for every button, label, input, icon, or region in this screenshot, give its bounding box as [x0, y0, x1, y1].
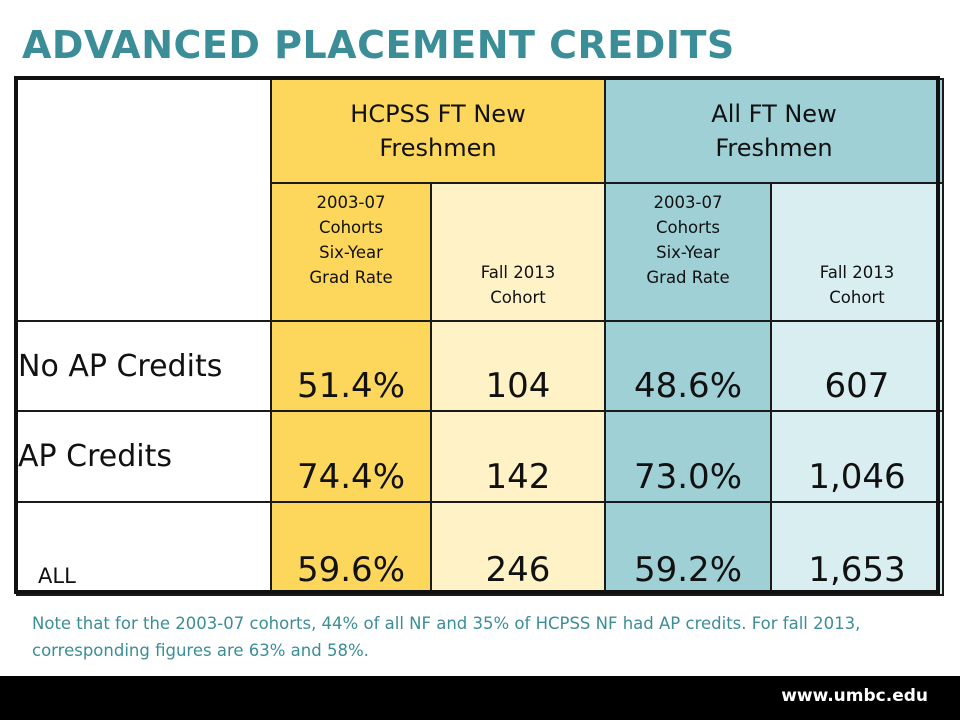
ap-credits-table: HCPSS FT New Freshmen All FT New Freshme… [16, 78, 944, 596]
cell-all-cohort: 607 [770, 320, 944, 412]
sub-header-row: 2003-07 Cohorts Six-Year Grad Rate Fall … [17, 182, 944, 322]
group-header-hcpss: HCPSS FT New Freshmen [270, 78, 606, 184]
corner-cell [16, 78, 272, 322]
sub-header-all-grad-rate: 2003-07 Cohorts Six-Year Grad Rate [604, 182, 772, 322]
cell-hcpss-grad-rate: 59.6% [270, 501, 432, 596]
sub-header-all-cohort: Fall 2013 Cohort [770, 182, 944, 322]
sub-header-hcpss-grad-rate: 2003-07 Cohorts Six-Year Grad Rate [270, 182, 432, 322]
sub-header-label: 2003-07 Cohorts Six-Year Grad Rate [646, 193, 730, 287]
group-header-all: All FT New Freshmen [604, 78, 944, 184]
cell-hcpss-grad-rate: 51.4% [270, 320, 432, 412]
cell-all-grad-rate: 48.6% [604, 320, 772, 412]
cell-hcpss-grad-rate: 74.4% [270, 410, 432, 503]
sub-header-label: 2003-07 Cohorts Six-Year Grad Rate [309, 193, 393, 287]
footer-bar: www.umbc.edu [0, 676, 960, 720]
page-title: ADVANCED PLACEMENT CREDITS [22, 23, 735, 67]
row-label-all: ALL [16, 501, 272, 596]
group-header-hcpss-label: HCPSS FT New Freshmen [350, 100, 526, 162]
cell-all-cohort: 1,653 [770, 501, 944, 596]
cell-all-grad-rate: 73.0% [604, 410, 772, 503]
cell-all-grad-rate: 59.2% [604, 501, 772, 596]
footer-url[interactable]: www.umbc.edu [781, 686, 928, 706]
table-row: AP Credits 74.4% 142 73.0% 1,046 [16, 410, 944, 503]
sub-header-label: Fall 2013 Cohort [819, 263, 895, 307]
group-header-all-label: All FT New Freshmen [711, 100, 837, 162]
cell-hcpss-cohort: 104 [430, 320, 606, 412]
row-label-no-ap: No AP Credits [16, 320, 272, 412]
row-label-ap: AP Credits [16, 410, 272, 503]
group-header-row: HCPSS FT New Freshmen All FT New Freshme… [16, 78, 944, 322]
cell-all-cohort: 1,046 [770, 410, 944, 503]
footnote: Note that for the 2003-07 cohorts, 44% o… [32, 614, 861, 660]
sub-header-label: Fall 2013 Cohort [480, 263, 556, 307]
cell-hcpss-cohort: 246 [430, 501, 606, 596]
table-row: ALL 59.6% 246 59.2% 1,653 [16, 501, 944, 596]
table-row: No AP Credits 51.4% 104 48.6% 607 [16, 320, 944, 412]
cell-hcpss-cohort: 142 [430, 410, 606, 503]
sub-header-hcpss-cohort: Fall 2013 Cohort [430, 182, 606, 322]
